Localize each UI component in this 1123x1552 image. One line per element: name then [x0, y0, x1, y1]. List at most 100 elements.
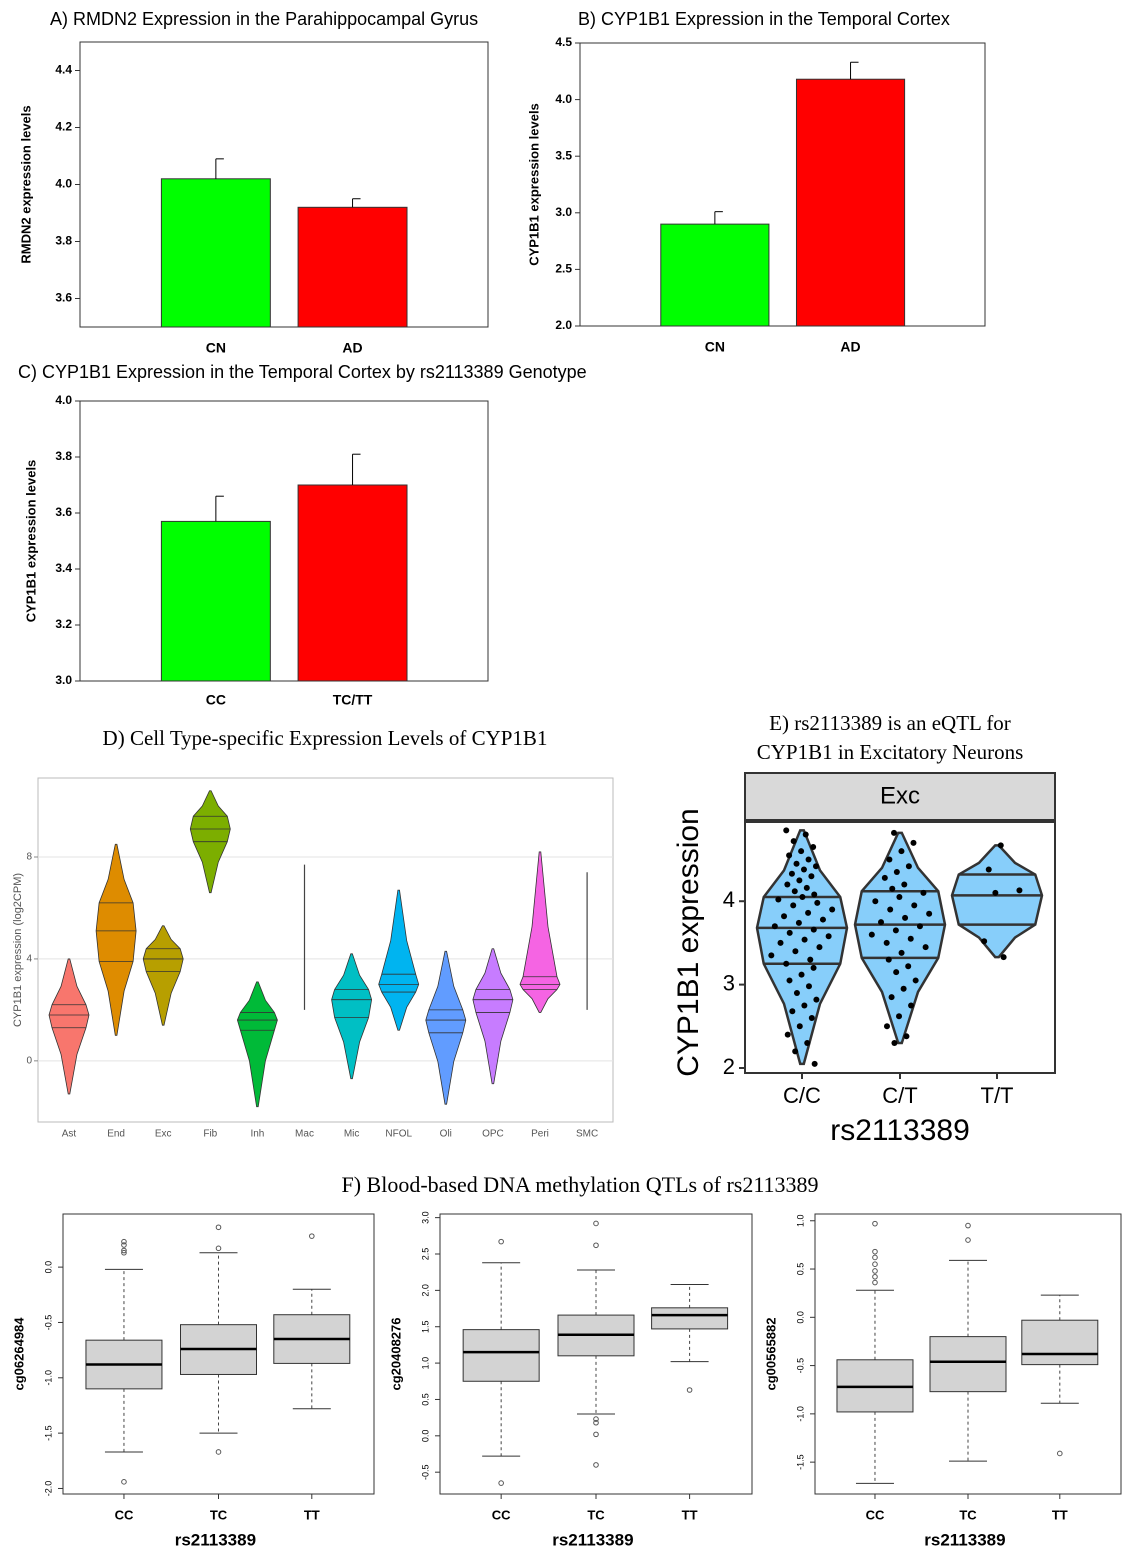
- data-point: [796, 1023, 803, 1030]
- y-tick-label: -1.0: [795, 1406, 805, 1422]
- y-tick-label: 0.5: [420, 1393, 430, 1406]
- data-point: [902, 914, 909, 921]
- x-tick-label: AD: [342, 340, 362, 356]
- x-tick-label: T/T: [981, 1083, 1014, 1108]
- data-point: [803, 884, 810, 891]
- violin: [425, 950, 467, 1105]
- data-point: [911, 902, 918, 909]
- data-point: [786, 977, 793, 984]
- data-point: [792, 948, 799, 955]
- data-point: [811, 891, 818, 898]
- data-point: [798, 971, 805, 978]
- data-point: [808, 1014, 815, 1021]
- chart-title: B) CYP1B1 Expression in the Temporal Cor…: [578, 9, 950, 29]
- y-tick-label: 0.0: [420, 1430, 430, 1443]
- data-point: [1000, 954, 1007, 961]
- y-tick-label: 1.0: [420, 1357, 430, 1370]
- y-tick-label: -1.5: [43, 1425, 53, 1441]
- y-tick-label: 3.4: [55, 561, 72, 575]
- x-axis-label: rs2113389: [924, 1530, 1005, 1549]
- y-axis-label: CYP1B1 expression levels: [23, 460, 38, 623]
- x-axis-label: rs2113389: [830, 1114, 970, 1147]
- data-point: [811, 1060, 818, 1067]
- y-tick-label: 3.8: [55, 234, 72, 248]
- x-tick-label: C/T: [882, 1083, 917, 1108]
- data-point: [922, 944, 929, 951]
- data-point: [807, 956, 814, 963]
- y-axis-label: CYP1B1 expression (log2CPM): [12, 873, 24, 1027]
- data-point: [891, 1039, 898, 1046]
- data-point: [816, 944, 823, 951]
- outlier: [686, 1387, 693, 1393]
- x-tick-label: CC: [492, 1507, 511, 1522]
- x-tick-label: Exc: [155, 1129, 172, 1140]
- x-axis-label: rs2113389: [552, 1530, 633, 1549]
- data-point: [810, 844, 817, 851]
- outlier: [309, 1233, 315, 1239]
- outlier: [872, 1279, 878, 1286]
- data-point: [805, 983, 812, 990]
- data-point: [888, 994, 895, 1001]
- x-tick-label: AD: [840, 339, 860, 355]
- violin: [236, 981, 278, 1108]
- data-point: [1016, 887, 1023, 894]
- data-point: [795, 919, 802, 926]
- y-tick-label: -0.5: [795, 1358, 805, 1374]
- x-tick-label: CC: [115, 1507, 134, 1522]
- data-point: [790, 902, 797, 909]
- outlier: [121, 1242, 127, 1248]
- x-tick-label: TC/TT: [333, 692, 373, 708]
- y-axis-label: RMDN2 expression levels: [18, 105, 33, 263]
- outlier: [121, 1247, 127, 1254]
- data-point: [883, 939, 890, 946]
- x-tick-label: TT: [1052, 1507, 1068, 1522]
- bar: [160, 178, 271, 328]
- y-tick-label: 2.5: [420, 1248, 430, 1261]
- data-point: [886, 856, 893, 863]
- y-tick-label: 2.0: [420, 1284, 430, 1297]
- x-tick-label: NFOL: [385, 1129, 412, 1140]
- y-tick-label: 4.4: [55, 63, 72, 77]
- violin: [331, 953, 373, 1080]
- x-tick-label: TC: [587, 1507, 605, 1522]
- outlier: [872, 1248, 878, 1255]
- data-point: [896, 1013, 903, 1020]
- outlier: [872, 1261, 878, 1268]
- y-tick-label: -0.5: [43, 1315, 53, 1331]
- data-point: [801, 1002, 808, 1009]
- data-point: [905, 863, 912, 870]
- box: [462, 1329, 540, 1382]
- data-point: [791, 888, 798, 895]
- y-tick-label: -0.5: [420, 1464, 430, 1480]
- data-point: [783, 827, 790, 834]
- y-tick-label: 0.5: [795, 1263, 805, 1276]
- data-point: [801, 936, 808, 943]
- bar: [160, 520, 271, 682]
- x-tick-label: CN: [206, 340, 226, 356]
- plot-frame: [579, 42, 986, 327]
- outlier: [121, 1479, 127, 1485]
- data-point: [796, 877, 803, 884]
- bar: [297, 484, 408, 682]
- data-point: [788, 870, 795, 877]
- outlier: [965, 1237, 971, 1243]
- x-tick-label: Mic: [344, 1129, 360, 1140]
- outlier: [593, 1419, 599, 1426]
- outlier: [121, 1249, 127, 1256]
- y-tick-label: 0.0: [43, 1261, 53, 1274]
- outlier: [121, 1238, 127, 1245]
- outlier: [593, 1242, 599, 1249]
- violin: [950, 844, 1044, 959]
- chart-title: F) Blood-based DNA methylation QTLs of r…: [341, 1172, 818, 1197]
- y-tick-label: 4: [723, 887, 735, 912]
- facet-label: Exc: [880, 782, 920, 809]
- x-tick-label: SMC: [576, 1129, 598, 1140]
- chart-title: CYP1B1 in Excitatory Neurons: [757, 740, 1024, 764]
- data-point: [992, 889, 999, 896]
- violin: [95, 843, 137, 1036]
- x-tick-label: TC: [210, 1507, 228, 1522]
- y-tick-label: 3: [723, 970, 735, 995]
- data-point: [777, 939, 784, 946]
- data-point: [878, 919, 885, 926]
- data-point: [920, 889, 927, 896]
